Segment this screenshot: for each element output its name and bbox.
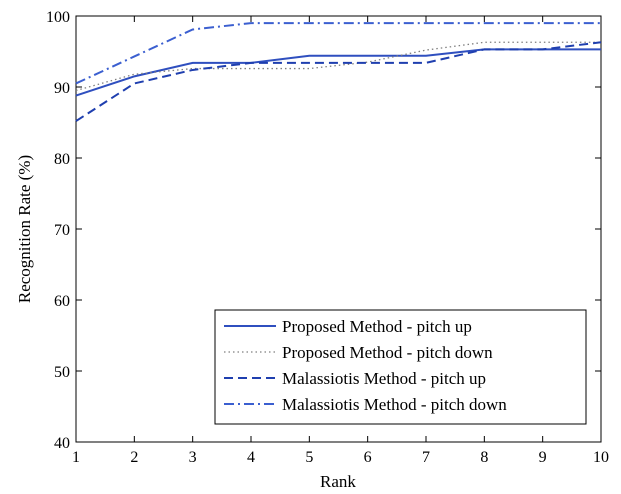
x-tick-label: 10 [593, 449, 609, 466]
legend-label-3: Malassiotis Method - pitch up [282, 369, 486, 388]
legend: Proposed Method - pitch up Proposed Metho… [214, 309, 587, 425]
axis-ticks: 1 2 3 4 5 6 7 8 9 10 40 50 60 70 80 90 100 [46, 9, 609, 466]
legend-label-4: Malassiotis Method - pitch down [282, 395, 507, 414]
y-tick-label: 50 [54, 364, 70, 381]
y-tick-label: 60 [54, 293, 70, 310]
series-line-2 [75, 41, 601, 92]
y-tick-label: 90 [54, 80, 70, 97]
series-layer [75, 22, 602, 122]
x-tick-label: 4 [247, 449, 255, 466]
x-tick-label: 3 [189, 449, 197, 466]
x-tick-label: 7 [422, 449, 430, 466]
x-tick-label: 9 [539, 449, 547, 466]
legend-box [214, 309, 587, 425]
y-tick-label: 70 [54, 222, 70, 239]
y-tick-label: 100 [46, 9, 70, 26]
series-line-4 [75, 22, 601, 85]
x-axis-title: Rank [320, 472, 356, 491]
x-tick-label: 1 [72, 449, 80, 466]
y-axis-title: Recognition Rate (%) [15, 155, 34, 303]
legend-label-2: Proposed Method - pitch down [282, 343, 493, 362]
x-tick-label: 6 [364, 449, 372, 466]
x-tick-label: 5 [305, 449, 313, 466]
x-tick-label: 8 [480, 449, 488, 466]
x-tick-label: 2 [130, 449, 138, 466]
y-tick-label: 80 [54, 151, 70, 168]
y-tick-label: 40 [54, 435, 70, 452]
series-line-3 [75, 41, 602, 122]
legend-items: Proposed Method - pitch up Proposed Metho… [224, 317, 507, 414]
legend-label-1: Proposed Method - pitch up [282, 317, 472, 336]
